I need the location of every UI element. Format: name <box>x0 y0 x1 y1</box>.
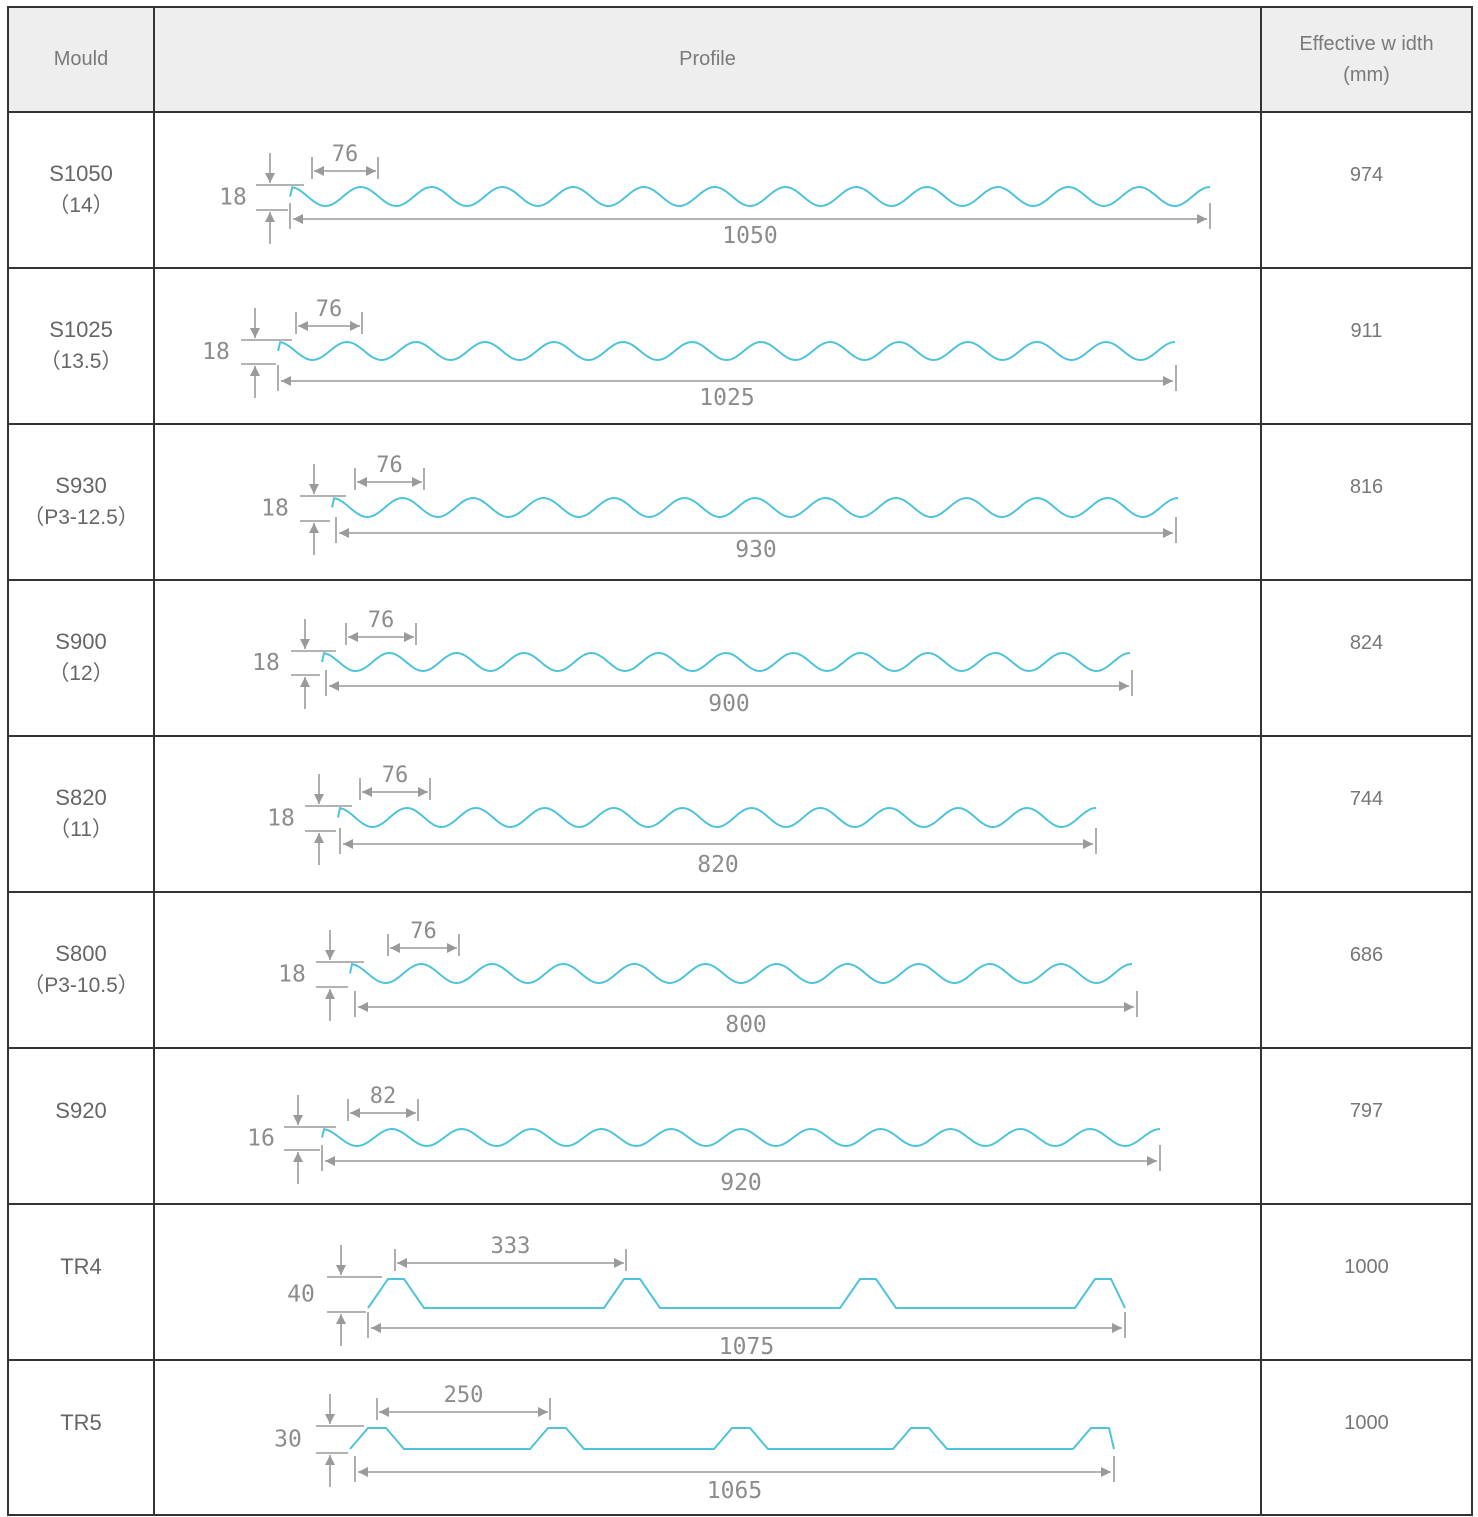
effective-width-value: 911 <box>1350 320 1383 342</box>
header-effective-width-unit: (mm) <box>1343 63 1390 86</box>
total-width-label: 920 <box>720 1170 762 1196</box>
row-divider <box>9 579 1471 581</box>
header-effective-width-label: Effective w idth <box>1299 32 1434 55</box>
pitch-label: 333 <box>491 1234 531 1259</box>
effective-width-value: 816 <box>1349 476 1384 498</box>
total-width-label: 1075 <box>719 1334 774 1360</box>
total-width-label: 900 <box>708 691 750 717</box>
row-divider <box>9 1359 1471 1361</box>
mould-cell: S930 （P3-12.5） <box>9 425 153 579</box>
profile-curve <box>289 185 1211 208</box>
total-width-label: 820 <box>697 852 739 878</box>
mould-subtitle: （12） <box>48 662 114 685</box>
effective-width-value: 1000 <box>1344 1256 1389 1278</box>
profile-drawing: 30 250 1065 <box>274 1383 1115 1504</box>
profile-curve <box>367 1278 1126 1309</box>
row-divider <box>9 891 1471 893</box>
pitch-label: 76 <box>410 919 437 944</box>
profile-curve <box>277 340 1176 362</box>
profile-drawing: 18 76 1050 <box>219 142 1211 249</box>
profile-curve <box>349 962 1133 985</box>
effective-width-value: 797 <box>1349 1100 1384 1122</box>
mould-name: TR5 <box>60 1409 102 1435</box>
mould-cell: S900 （12） <box>9 581 153 735</box>
mould-name: S920 <box>55 1098 107 1123</box>
pitch-label: 82 <box>370 1084 397 1109</box>
effective-width-value: 974 <box>1349 164 1384 186</box>
row-divider <box>9 111 1471 113</box>
mould-name: S1025 <box>49 317 113 342</box>
effective-width-value: 744 <box>1349 788 1384 810</box>
profile-curve <box>321 651 1131 673</box>
row-divider <box>9 1203 1471 1205</box>
pitch-label: 76 <box>316 297 343 322</box>
mould-name: S820 <box>55 785 107 810</box>
profile-drawing: 18 76 1025 <box>202 297 1177 411</box>
mould-name: S800 <box>55 941 107 966</box>
row-divider <box>9 267 1471 269</box>
pitch-label: 250 <box>444 1383 484 1408</box>
total-width-label: 1050 <box>722 223 777 249</box>
total-width-label: 930 <box>735 537 777 563</box>
effective-width-value: 824 <box>1349 632 1384 654</box>
effective-width-value: 686 <box>1349 944 1384 966</box>
pitch-label: 76 <box>376 453 403 478</box>
total-width-label: 1065 <box>707 1478 762 1504</box>
mould-cell: S1050 （14） <box>9 113 153 267</box>
height-label: 18 <box>267 806 295 832</box>
header-background <box>9 8 1471 112</box>
total-width-label: 1025 <box>699 385 754 411</box>
height-label: 16 <box>247 1126 275 1152</box>
profile-curve <box>349 1427 1115 1450</box>
mould-cell: S800 （P3-10.5） <box>9 893 153 1047</box>
height-label: 18 <box>278 962 306 988</box>
height-label: 18 <box>219 185 247 211</box>
total-width-label: 800 <box>725 1012 767 1038</box>
mould-cell: S920 <box>9 1049 153 1203</box>
row-divider <box>9 423 1471 425</box>
height-label: 18 <box>252 650 280 676</box>
profile-drawing: 18 76 930 <box>261 453 1179 563</box>
profile-table: Mould Profile Effective w idth (mm) S105… <box>7 6 1473 1516</box>
profile-drawing: 18 76 800 <box>278 919 1138 1038</box>
header-profile: Profile <box>679 48 736 70</box>
mould-cell: TR4 <box>9 1205 153 1359</box>
profile-drawing: 18 76 820 <box>267 763 1097 878</box>
row-divider <box>9 1047 1471 1049</box>
column-divider <box>1260 8 1262 1514</box>
effective-width-value: 1000 <box>1344 1411 1389 1434</box>
mould-subtitle: （P3-12.5） <box>23 506 139 529</box>
pitch-label: 76 <box>368 608 395 633</box>
height-label: 18 <box>261 496 289 522</box>
mould-cell: S820 （11） <box>9 737 153 891</box>
pitch-label: 76 <box>382 763 409 788</box>
pitch-label: 76 <box>332 142 359 167</box>
mould-name: S900 <box>55 629 107 654</box>
profile-drawing: 18 76 900 <box>252 608 1133 717</box>
height-label: 40 <box>287 1282 315 1308</box>
mould-name: S930 <box>55 473 107 498</box>
column-divider <box>153 8 155 1514</box>
profile-curve <box>337 806 1097 829</box>
height-label: 18 <box>202 339 230 365</box>
profile-drawing: 40 333 1075 <box>287 1234 1126 1360</box>
row-divider <box>9 735 1471 737</box>
header-mould: Mould <box>53 48 109 70</box>
mould-cell: S1025 （13.5） <box>9 269 153 423</box>
mould-name: S1050 <box>49 161 113 186</box>
header-effective-width: Effective w idth (mm) <box>1262 8 1471 111</box>
mould-subtitle: （P3-10.5） <box>23 974 139 997</box>
mould-cell: TR5 <box>9 1361 153 1514</box>
profile-curve <box>331 496 1179 519</box>
mould-name: TR4 <box>60 1254 102 1279</box>
mould-subtitle: （11） <box>49 818 113 841</box>
height-label: 30 <box>274 1427 302 1453</box>
profile-curve <box>321 1127 1161 1148</box>
mould-subtitle: （13.5） <box>39 350 123 373</box>
profile-drawing: 16 82 920 <box>247 1084 1161 1196</box>
mould-subtitle: （14） <box>48 194 114 217</box>
